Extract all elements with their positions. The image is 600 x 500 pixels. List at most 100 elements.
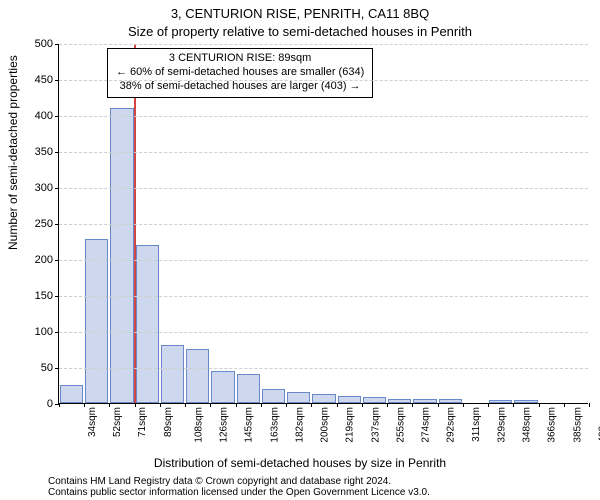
y-tick-label: 200 [35, 254, 53, 266]
y-tick-label: 50 [41, 362, 53, 374]
x-axis-label: Distribution of semi-detached houses by … [0, 456, 600, 470]
histogram-bar [161, 345, 184, 403]
histogram-bar [262, 389, 285, 403]
histogram-bar [136, 245, 159, 403]
x-tick-label: 108sqm [194, 407, 205, 443]
gridline [59, 296, 588, 297]
histogram-bar [85, 239, 108, 403]
x-tick-label: 255sqm [395, 407, 406, 443]
x-tick-mark [387, 403, 388, 407]
x-tick-label: 52sqm [112, 407, 123, 437]
y-tick-mark [55, 260, 59, 261]
x-tick-label: 71sqm [137, 407, 148, 437]
y-tick-label: 400 [35, 110, 53, 122]
x-tick-label: 163sqm [269, 407, 280, 443]
x-tick-label: 385sqm [572, 407, 583, 443]
x-tick-mark [135, 403, 136, 407]
x-tick-label: 145sqm [244, 407, 255, 443]
x-tick-mark [539, 403, 540, 407]
x-tick-label: 182sqm [294, 407, 305, 443]
x-tick-label: 311sqm [470, 407, 481, 442]
histogram-bar [312, 394, 335, 403]
x-tick-mark [362, 403, 363, 407]
x-tick-label: 126sqm [219, 407, 230, 443]
x-tick-label: 274sqm [421, 407, 432, 443]
x-tick-label: 292sqm [446, 407, 457, 443]
x-tick-mark [438, 403, 439, 407]
callout-smaller: ← 60% of semi-detached houses are smalle… [116, 66, 364, 80]
x-tick-mark [311, 403, 312, 407]
y-tick-mark [55, 116, 59, 117]
x-tick-label: 366sqm [547, 407, 558, 443]
x-tick-label: 348sqm [522, 407, 533, 443]
x-tick-label: 89sqm [163, 407, 174, 437]
histogram-bar [186, 349, 209, 403]
attribution: Contains HM Land Registry data © Crown c… [48, 476, 430, 498]
callout-box: 3 CENTURION RISE: 89sqm ← 60% of semi-de… [107, 48, 373, 98]
y-tick-mark [55, 80, 59, 81]
y-tick-label: 300 [35, 182, 53, 194]
x-tick-label: 34sqm [87, 407, 98, 437]
gridline [59, 152, 588, 153]
callout-property: 3 CENTURION RISE: 89sqm [116, 52, 364, 66]
y-tick-mark [55, 44, 59, 45]
attribution-line1: Contains HM Land Registry data © Crown c… [48, 476, 430, 487]
chart-title-address: 3, CENTURION RISE, PENRITH, CA11 8BQ [0, 6, 600, 21]
x-tick-mark [564, 403, 565, 407]
gridline [59, 368, 588, 369]
gridline [59, 224, 588, 225]
x-tick-mark [589, 403, 590, 407]
property-size-histogram: 3, CENTURION RISE, PENRITH, CA11 8BQ Siz… [0, 0, 600, 500]
attribution-line2: Contains public sector information licen… [48, 487, 430, 498]
x-tick-mark [84, 403, 85, 407]
histogram-bar [514, 400, 537, 403]
histogram-bar [388, 399, 411, 403]
gridline [59, 80, 588, 81]
x-tick-mark [109, 403, 110, 407]
x-tick-label: 219sqm [345, 407, 356, 443]
y-axis-label: Number of semi-detached properties [6, 55, 20, 250]
gridline [59, 332, 588, 333]
histogram-bar [338, 396, 361, 403]
histogram-bar [211, 371, 234, 403]
histogram-bar [489, 400, 512, 403]
y-tick-mark [55, 224, 59, 225]
histogram-bar [237, 374, 260, 403]
x-tick-mark [513, 403, 514, 407]
x-tick-mark [261, 403, 262, 407]
plot-area: 3 CENTURION RISE: 89sqm ← 60% of semi-de… [58, 44, 588, 404]
x-tick-mark [160, 403, 161, 407]
x-tick-mark [286, 403, 287, 407]
y-tick-mark [55, 152, 59, 153]
callout-larger: 38% of semi-detached houses are larger (… [116, 80, 364, 94]
y-tick-mark [55, 368, 59, 369]
y-tick-mark [55, 332, 59, 333]
x-tick-mark [463, 403, 464, 407]
histogram-bar [363, 397, 386, 403]
x-tick-label: 329sqm [496, 407, 507, 443]
histogram-bar [287, 392, 310, 403]
y-tick-label: 350 [35, 146, 53, 158]
y-tick-label: 100 [35, 326, 53, 338]
y-tick-mark [55, 188, 59, 189]
x-tick-label: 237sqm [370, 407, 381, 443]
histogram-bar [439, 399, 462, 403]
chart-title-description: Size of property relative to semi-detach… [0, 24, 600, 39]
y-tick-label: 0 [47, 398, 53, 410]
x-tick-mark [488, 403, 489, 407]
x-tick-mark [412, 403, 413, 407]
x-tick-mark [185, 403, 186, 407]
histogram-bar [60, 385, 83, 403]
y-tick-label: 450 [35, 74, 53, 86]
y-tick-label: 150 [35, 290, 53, 302]
gridline [59, 260, 588, 261]
gridline [59, 116, 588, 117]
histogram-bar [413, 399, 436, 403]
x-tick-mark [59, 403, 60, 407]
y-tick-label: 500 [35, 38, 53, 50]
gridline [59, 44, 588, 45]
x-tick-mark [236, 403, 237, 407]
x-tick-mark [210, 403, 211, 407]
x-tick-label: 200sqm [320, 407, 331, 443]
y-tick-mark [55, 296, 59, 297]
